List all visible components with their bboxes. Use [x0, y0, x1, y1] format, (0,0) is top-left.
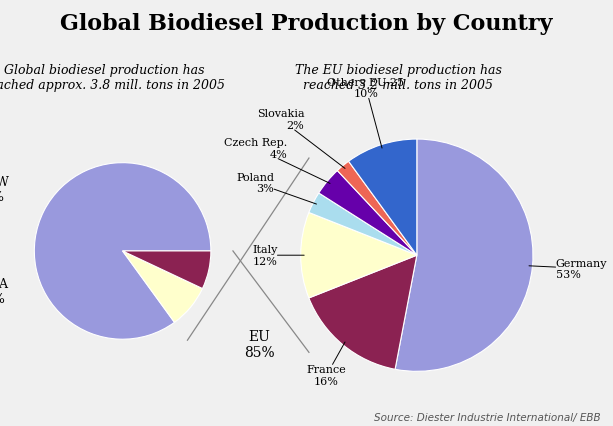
- Text: Source: Diester Industrie International/ EBB: Source: Diester Industrie International/…: [374, 412, 601, 422]
- Text: Poland
3%: Poland 3%: [236, 172, 316, 204]
- Text: Germany
53%: Germany 53%: [529, 258, 607, 279]
- Text: RoW
8%: RoW 8%: [0, 176, 10, 204]
- Wedge shape: [349, 140, 417, 256]
- Text: Czech Rep.
4%: Czech Rep. 4%: [224, 138, 330, 184]
- Text: France
16%: France 16%: [306, 342, 346, 386]
- Text: Others EU-25
10%: Others EU-25 10%: [327, 78, 405, 149]
- Text: Italy
12%: Italy 12%: [252, 245, 304, 266]
- Text: USA
7%: USA 7%: [0, 277, 9, 305]
- Wedge shape: [301, 213, 417, 298]
- Wedge shape: [34, 163, 211, 340]
- Wedge shape: [309, 256, 417, 369]
- Text: Global biodiesel production has
reached approx. 3.8 mill. tons in 2005: Global biodiesel production has reached …: [0, 64, 225, 92]
- Wedge shape: [309, 193, 417, 256]
- Text: Global Biodiesel Production by Country: Global Biodiesel Production by Country: [60, 13, 553, 35]
- Wedge shape: [395, 140, 533, 371]
- Text: EU
85%: EU 85%: [244, 329, 275, 359]
- Wedge shape: [123, 251, 202, 322]
- Wedge shape: [319, 171, 417, 256]
- Text: Slovakia
2%: Slovakia 2%: [257, 109, 345, 169]
- Wedge shape: [337, 162, 417, 256]
- Wedge shape: [123, 251, 211, 289]
- Text: The EU biodiesel production has
reached 3.2 mill. tons in 2005: The EU biodiesel production has reached …: [295, 64, 502, 92]
